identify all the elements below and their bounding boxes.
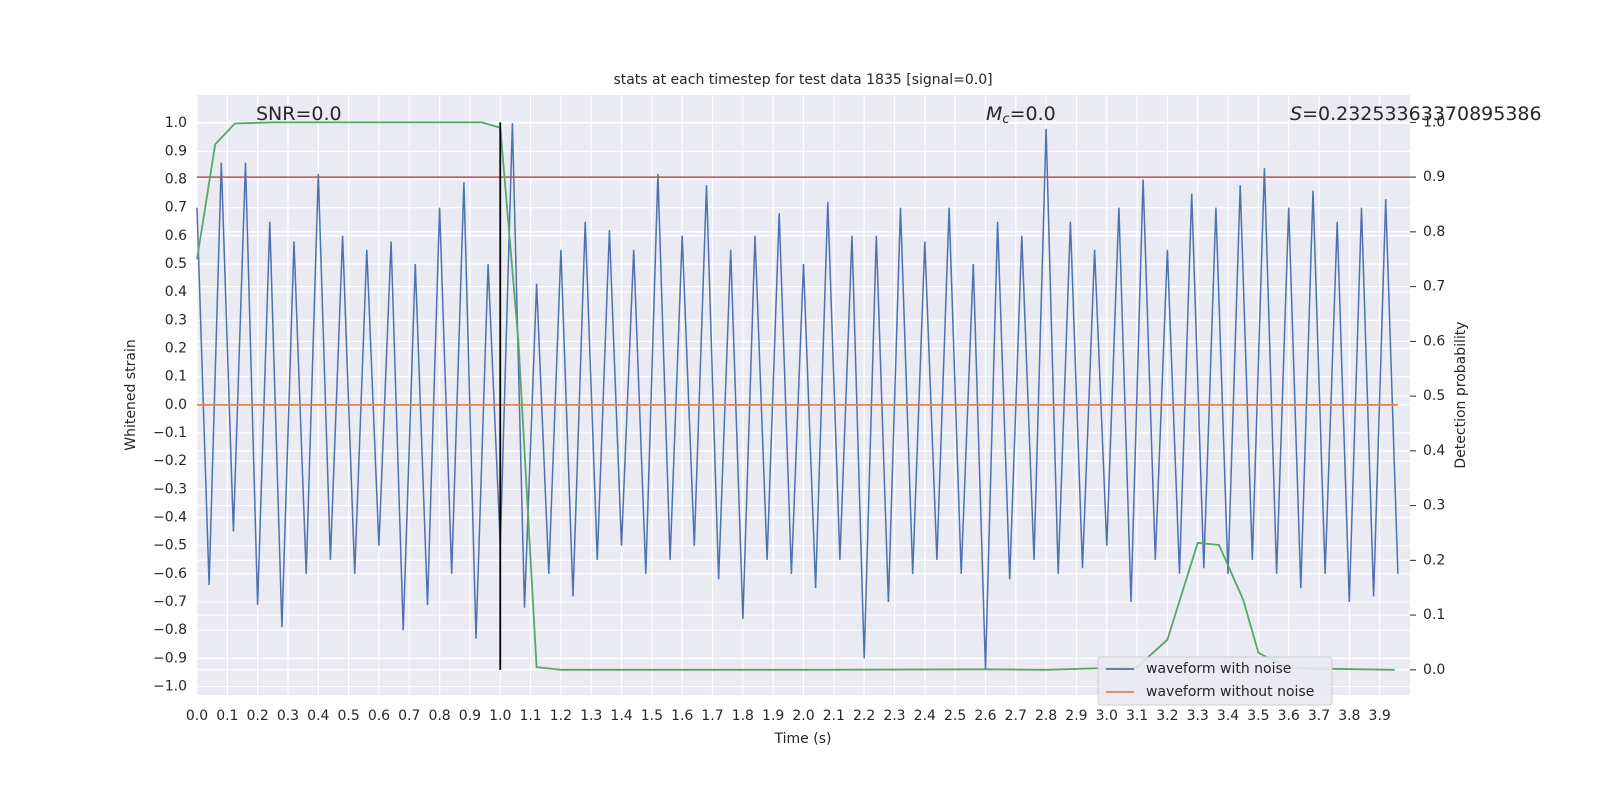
y-tick-label: −1.0	[153, 679, 187, 695]
x-tick-label: 3.3	[1187, 708, 1209, 724]
x-tick-label: 3.8	[1338, 708, 1360, 724]
x-tick-label: 1.2	[550, 708, 572, 724]
y2-tick-label: 0.0	[1423, 662, 1445, 678]
x-tick-label: 0.0	[186, 708, 208, 724]
grid	[196, 95, 1410, 695]
annotation: Mc=0.0	[986, 103, 1056, 127]
annotation-text: =0.23253363370895386	[1302, 103, 1542, 125]
y2-tick-label: 0.8	[1423, 224, 1445, 240]
annotation: S=0.23253363370895386	[1290, 103, 1542, 125]
y-tick-label: −0.6	[153, 566, 187, 582]
y-tick-label: 0.2	[165, 341, 187, 357]
legend-label: waveform without noise	[1146, 684, 1314, 700]
y2-tick-label: 0.6	[1423, 333, 1445, 349]
x-tick-label: 0.6	[368, 708, 390, 724]
x-tick-label: 0.3	[277, 708, 299, 724]
x-tick-label: 1.5	[641, 708, 663, 724]
y-tick-label: −0.4	[153, 510, 187, 526]
x-tick-label: 1.6	[671, 708, 693, 724]
x-tick-label: 0.7	[398, 708, 420, 724]
x-tick-label: 0.8	[428, 708, 450, 724]
y2-axis-label: Detection probability	[1453, 321, 1469, 468]
x-tick-label: 3.4	[1217, 708, 1239, 724]
x-tick-label: 1.7	[701, 708, 723, 724]
x-tick-label: 2.6	[974, 708, 996, 724]
series-line	[196, 123, 1399, 670]
x-tick-label: 1.3	[580, 708, 602, 724]
x-tick-label: 3.0	[1096, 708, 1118, 724]
y2-tick-label: 0.7	[1423, 279, 1445, 295]
chart-title: stats at each timestep for test data 183…	[613, 72, 992, 88]
y2-tick-label: 0.3	[1423, 498, 1445, 514]
y-tick-label: −0.5	[153, 538, 187, 554]
x-tick-label: 1.0	[489, 708, 511, 724]
x-tick-label: 0.4	[307, 708, 329, 724]
x-tick-label: 2.9	[1065, 708, 1087, 724]
y-tick-label: 0.0	[165, 397, 187, 413]
x-tick-label: 0.5	[337, 708, 359, 724]
y-tick-label: −0.2	[153, 453, 187, 469]
x-tick-label: 2.1	[823, 708, 845, 724]
y2-tick-label: 0.4	[1423, 443, 1445, 459]
y-tick-label: 0.8	[165, 172, 187, 188]
probability-line	[196, 121, 1395, 671]
x-tick-label: 3.9	[1369, 708, 1391, 724]
x-tick-label: 3.1	[1126, 708, 1148, 724]
legend: waveform with noise waveform without nois…	[1097, 656, 1333, 706]
x-tick-label: 3.5	[1247, 708, 1269, 724]
y2-tick-label: 0.1	[1423, 607, 1445, 623]
x-tick-label: 2.5	[944, 708, 966, 724]
x-tick-label: 3.7	[1308, 708, 1330, 724]
annotation-text: =0.0	[1010, 103, 1056, 125]
y-tick-label: −0.9	[153, 650, 187, 666]
x-tick-label: 2.0	[792, 708, 814, 724]
x-tick-label: 0.1	[216, 708, 238, 724]
annotation-subscript: c	[1002, 112, 1009, 127]
y-tick-label: 0.7	[165, 200, 187, 216]
x-tick-label: 2.2	[853, 708, 875, 724]
annotation-symbol: S	[1290, 103, 1302, 125]
y2-tick-label: 0.5	[1423, 388, 1445, 404]
y-tick-label: 0.3	[165, 312, 187, 328]
annotation: SNR=0.0	[256, 103, 342, 125]
x-tick-label: 1.4	[610, 708, 632, 724]
y-tick-label: 0.6	[165, 228, 187, 244]
x-tick-label: 2.3	[883, 708, 905, 724]
x-tick-label: 1.9	[762, 708, 784, 724]
annotation-text: SNR=0.0	[256, 103, 342, 125]
y-tick-label: −0.1	[153, 425, 187, 441]
y-tick-label: −0.8	[153, 622, 187, 638]
y2-tick-label: 1.0	[1423, 114, 1445, 130]
x-axis-label: Time (s)	[774, 731, 832, 747]
y-tick-label: 0.4	[165, 284, 187, 300]
y2-tick-label: 0.2	[1423, 552, 1445, 568]
x-tick-label: 3.2	[1156, 708, 1178, 724]
x-tick-label: 0.2	[247, 708, 269, 724]
y-tick-label: 1.0	[165, 115, 187, 131]
x-tick-label: 2.4	[914, 708, 936, 724]
y-tick-label: 0.9	[165, 143, 187, 159]
y2-tick-label: 0.9	[1423, 169, 1445, 185]
x-tick-label: 3.6	[1278, 708, 1300, 724]
legend-label: waveform with noise	[1146, 661, 1291, 677]
x-tick-label: 0.9	[459, 708, 481, 724]
y-tick-label: 0.5	[165, 256, 187, 272]
y-tick-label: 0.1	[165, 369, 187, 385]
annotation-symbol: M	[986, 103, 1002, 125]
y-tick-label: −0.3	[153, 481, 187, 497]
legend-box	[1097, 656, 1333, 706]
x-tick-label: 1.1	[519, 708, 541, 724]
x-tick-label: 2.7	[1005, 708, 1027, 724]
y-tick-label: −0.7	[153, 594, 187, 610]
y-axis-label: Whitened strain	[123, 339, 139, 450]
x-tick-label: 2.8	[1035, 708, 1057, 724]
x-tick-label: 1.8	[732, 708, 754, 724]
